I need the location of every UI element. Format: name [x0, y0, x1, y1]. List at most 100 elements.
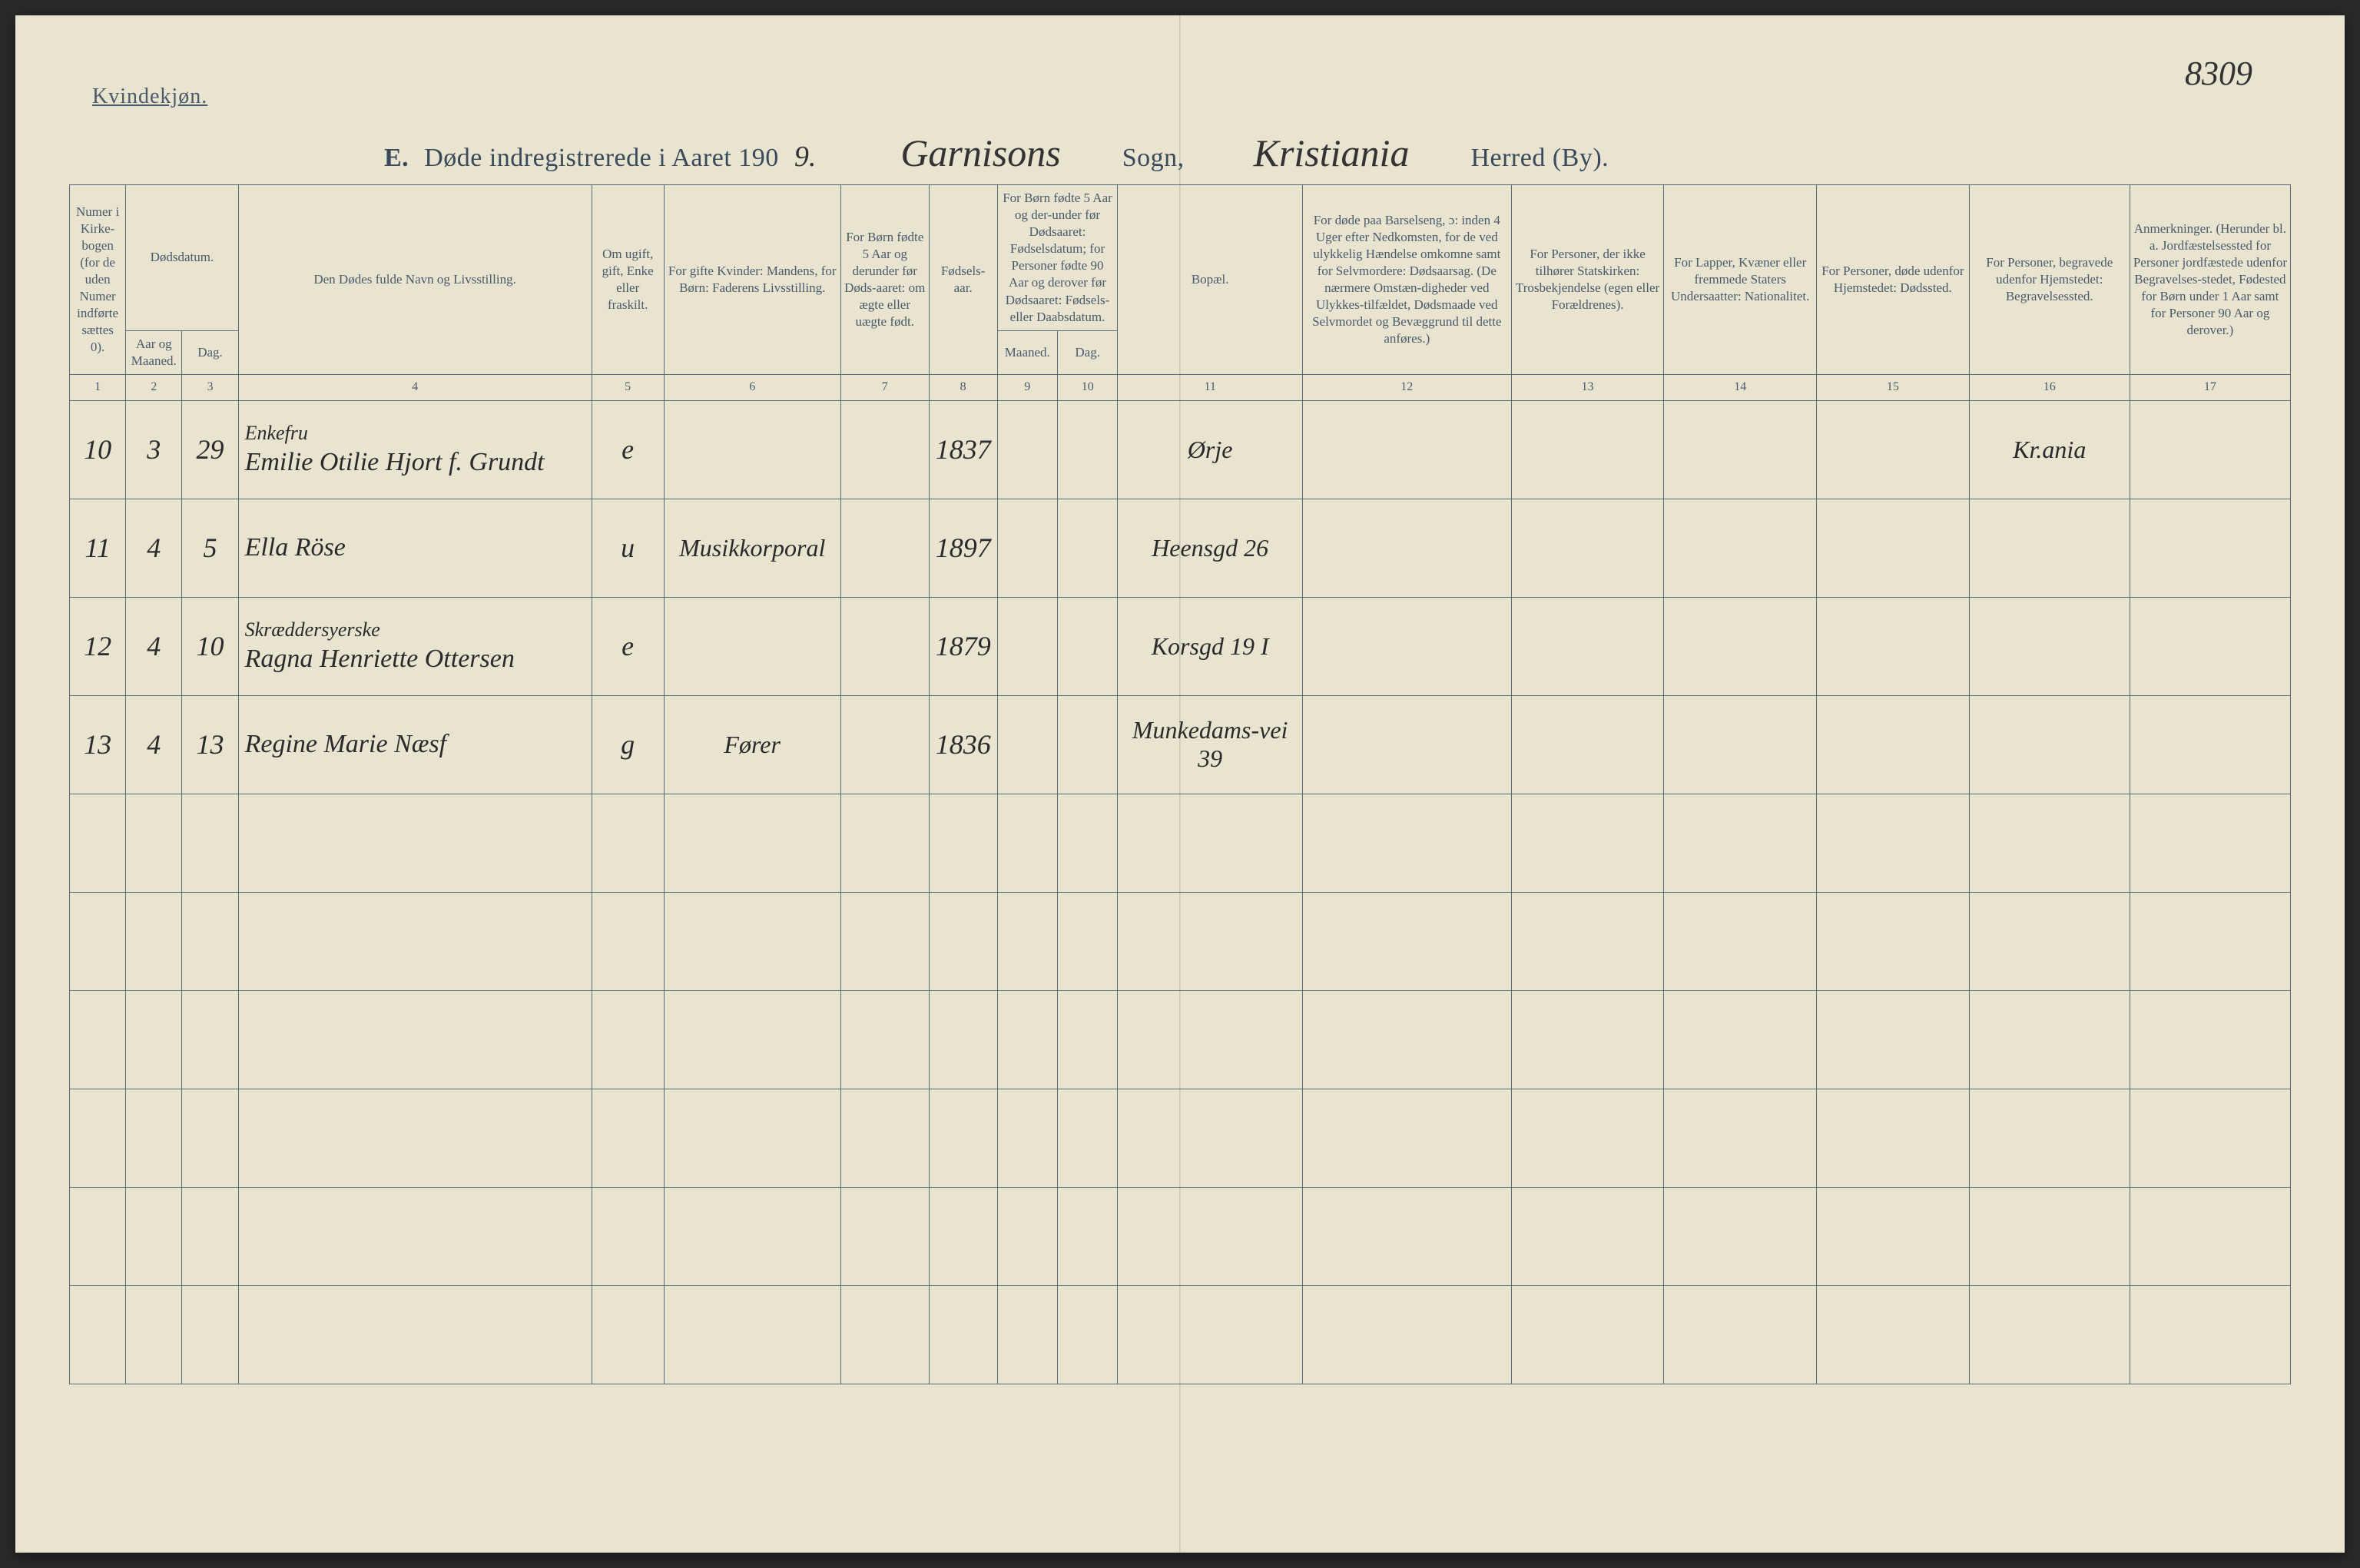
table-cell — [238, 794, 592, 892]
colnum: 17 — [2130, 374, 2290, 400]
table-cell — [182, 892, 238, 990]
table-cell — [70, 794, 126, 892]
table-cell — [238, 1187, 592, 1285]
table-cell — [1511, 1089, 1664, 1187]
table-cell — [1058, 794, 1118, 892]
table-cell — [840, 1285, 929, 1384]
table-cell — [997, 1089, 1057, 1187]
table-row: 10329EnkefruEmilie Otilie Hjort f. Grund… — [70, 400, 2291, 499]
table-cell — [1664, 695, 1817, 794]
table-cell — [1058, 1089, 1118, 1187]
table-cell — [664, 1187, 840, 1285]
table-cell — [1511, 892, 1664, 990]
col-header-14: For Lapper, Kvæner eller fremmede Stater… — [1664, 185, 1817, 375]
table-cell — [2130, 499, 2290, 597]
table-cell — [2130, 597, 2290, 695]
colnum: 3 — [182, 374, 238, 400]
table-cell — [1969, 1285, 2130, 1384]
table-row: 13413Regine Marie NæsfgFører1836Munkedam… — [70, 695, 2291, 794]
table-cell — [1817, 1089, 1970, 1187]
table-row-blank — [70, 1089, 2291, 1187]
table-cell: 13 — [70, 695, 126, 794]
person-name: Ragna Henriette Ottersen — [245, 645, 515, 673]
sogn-handwritten: Garnisons — [900, 131, 1060, 175]
table-cell — [997, 400, 1057, 499]
table-cell — [1302, 1187, 1511, 1285]
table-cell — [1302, 990, 1511, 1089]
herred-label: Herred (By). — [1470, 144, 1609, 173]
table-cell — [1664, 990, 1817, 1089]
colnum: 4 — [238, 374, 592, 400]
table-row-blank — [70, 794, 2291, 892]
table-cell — [1664, 1089, 1817, 1187]
table-cell: e — [592, 400, 664, 499]
table-cell — [1511, 499, 1664, 597]
table-cell — [1058, 1187, 1118, 1285]
table-cell — [997, 794, 1057, 892]
table-cell: g — [592, 695, 664, 794]
table-cell — [1511, 400, 1664, 499]
table-cell — [126, 1187, 182, 1285]
table-cell — [70, 990, 126, 1089]
table-row: 12410SkræddersyerskeRagna Henriette Otte… — [70, 597, 2291, 695]
table-cell — [1118, 1285, 1302, 1384]
table-cell — [840, 892, 929, 990]
table-cell — [1302, 1089, 1511, 1187]
table-cell — [1817, 1285, 1970, 1384]
col-header-3: Dag. — [182, 330, 238, 374]
table-cell — [1511, 794, 1664, 892]
col-header-16: For Personer, begravede udenfor Hjemsted… — [1969, 185, 2130, 375]
table-cell — [929, 1089, 997, 1187]
colnum: 13 — [1511, 374, 1664, 400]
table-cell — [126, 1285, 182, 1384]
col-header-6: For gifte Kvinder: Mandens, for Børn: Fa… — [664, 185, 840, 375]
table-cell — [70, 892, 126, 990]
colnum: 10 — [1058, 374, 1118, 400]
table-cell — [2130, 1187, 2290, 1285]
table-cell — [1511, 597, 1664, 695]
table-cell — [664, 1089, 840, 1187]
occupation: Enkefru — [245, 421, 585, 445]
table-cell — [1058, 597, 1118, 695]
table-cell — [182, 1187, 238, 1285]
table-cell — [1058, 990, 1118, 1089]
table-cell — [2130, 794, 2290, 892]
col-header-13: For Personer, der ikke tilhører Statskir… — [1511, 185, 1664, 375]
table-cell — [2130, 400, 2290, 499]
table-cell — [997, 1187, 1057, 1285]
table-cell — [1118, 1089, 1302, 1187]
table-cell: Ørje — [1118, 400, 1302, 499]
table-cell — [1817, 1187, 1970, 1285]
colnum: 16 — [1969, 374, 2130, 400]
table-cell — [664, 990, 840, 1089]
table-cell — [997, 695, 1057, 794]
colnum: 15 — [1817, 374, 1970, 400]
sogn-label: Sogn, — [1122, 144, 1185, 173]
table-cell: 11 — [70, 499, 126, 597]
table-cell: 1836 — [929, 695, 997, 794]
table-cell — [997, 990, 1057, 1089]
table-cell — [997, 1285, 1057, 1384]
table-cell — [2130, 1089, 2290, 1187]
table-cell — [1664, 597, 1817, 695]
person-name: Ella Röse — [245, 533, 346, 562]
table-cell — [1664, 892, 1817, 990]
table-cell — [1969, 1187, 2130, 1285]
table-cell: 3 — [126, 400, 182, 499]
table-cell — [1058, 892, 1118, 990]
colnum: 11 — [1118, 374, 1302, 400]
table-cell — [1817, 990, 1970, 1089]
col-header-10: Dag. — [1058, 330, 1118, 374]
table-cell — [1969, 794, 2130, 892]
table-cell — [1302, 400, 1511, 499]
table-cell: 10 — [70, 400, 126, 499]
table-cell — [664, 892, 840, 990]
col-header-15: For Personer, døde udenfor Hjemstedet: D… — [1817, 185, 1970, 375]
table-cell — [1302, 1285, 1511, 1384]
table-cell: 10 — [182, 597, 238, 695]
title-row: E. Døde indregistrerede i Aaret 1909. Ga… — [92, 131, 2268, 175]
colnum: 1 — [70, 374, 126, 400]
table-cell — [997, 597, 1057, 695]
person-name: Emilie Otilie Hjort f. Grundt — [245, 448, 545, 476]
table-cell — [1118, 990, 1302, 1089]
